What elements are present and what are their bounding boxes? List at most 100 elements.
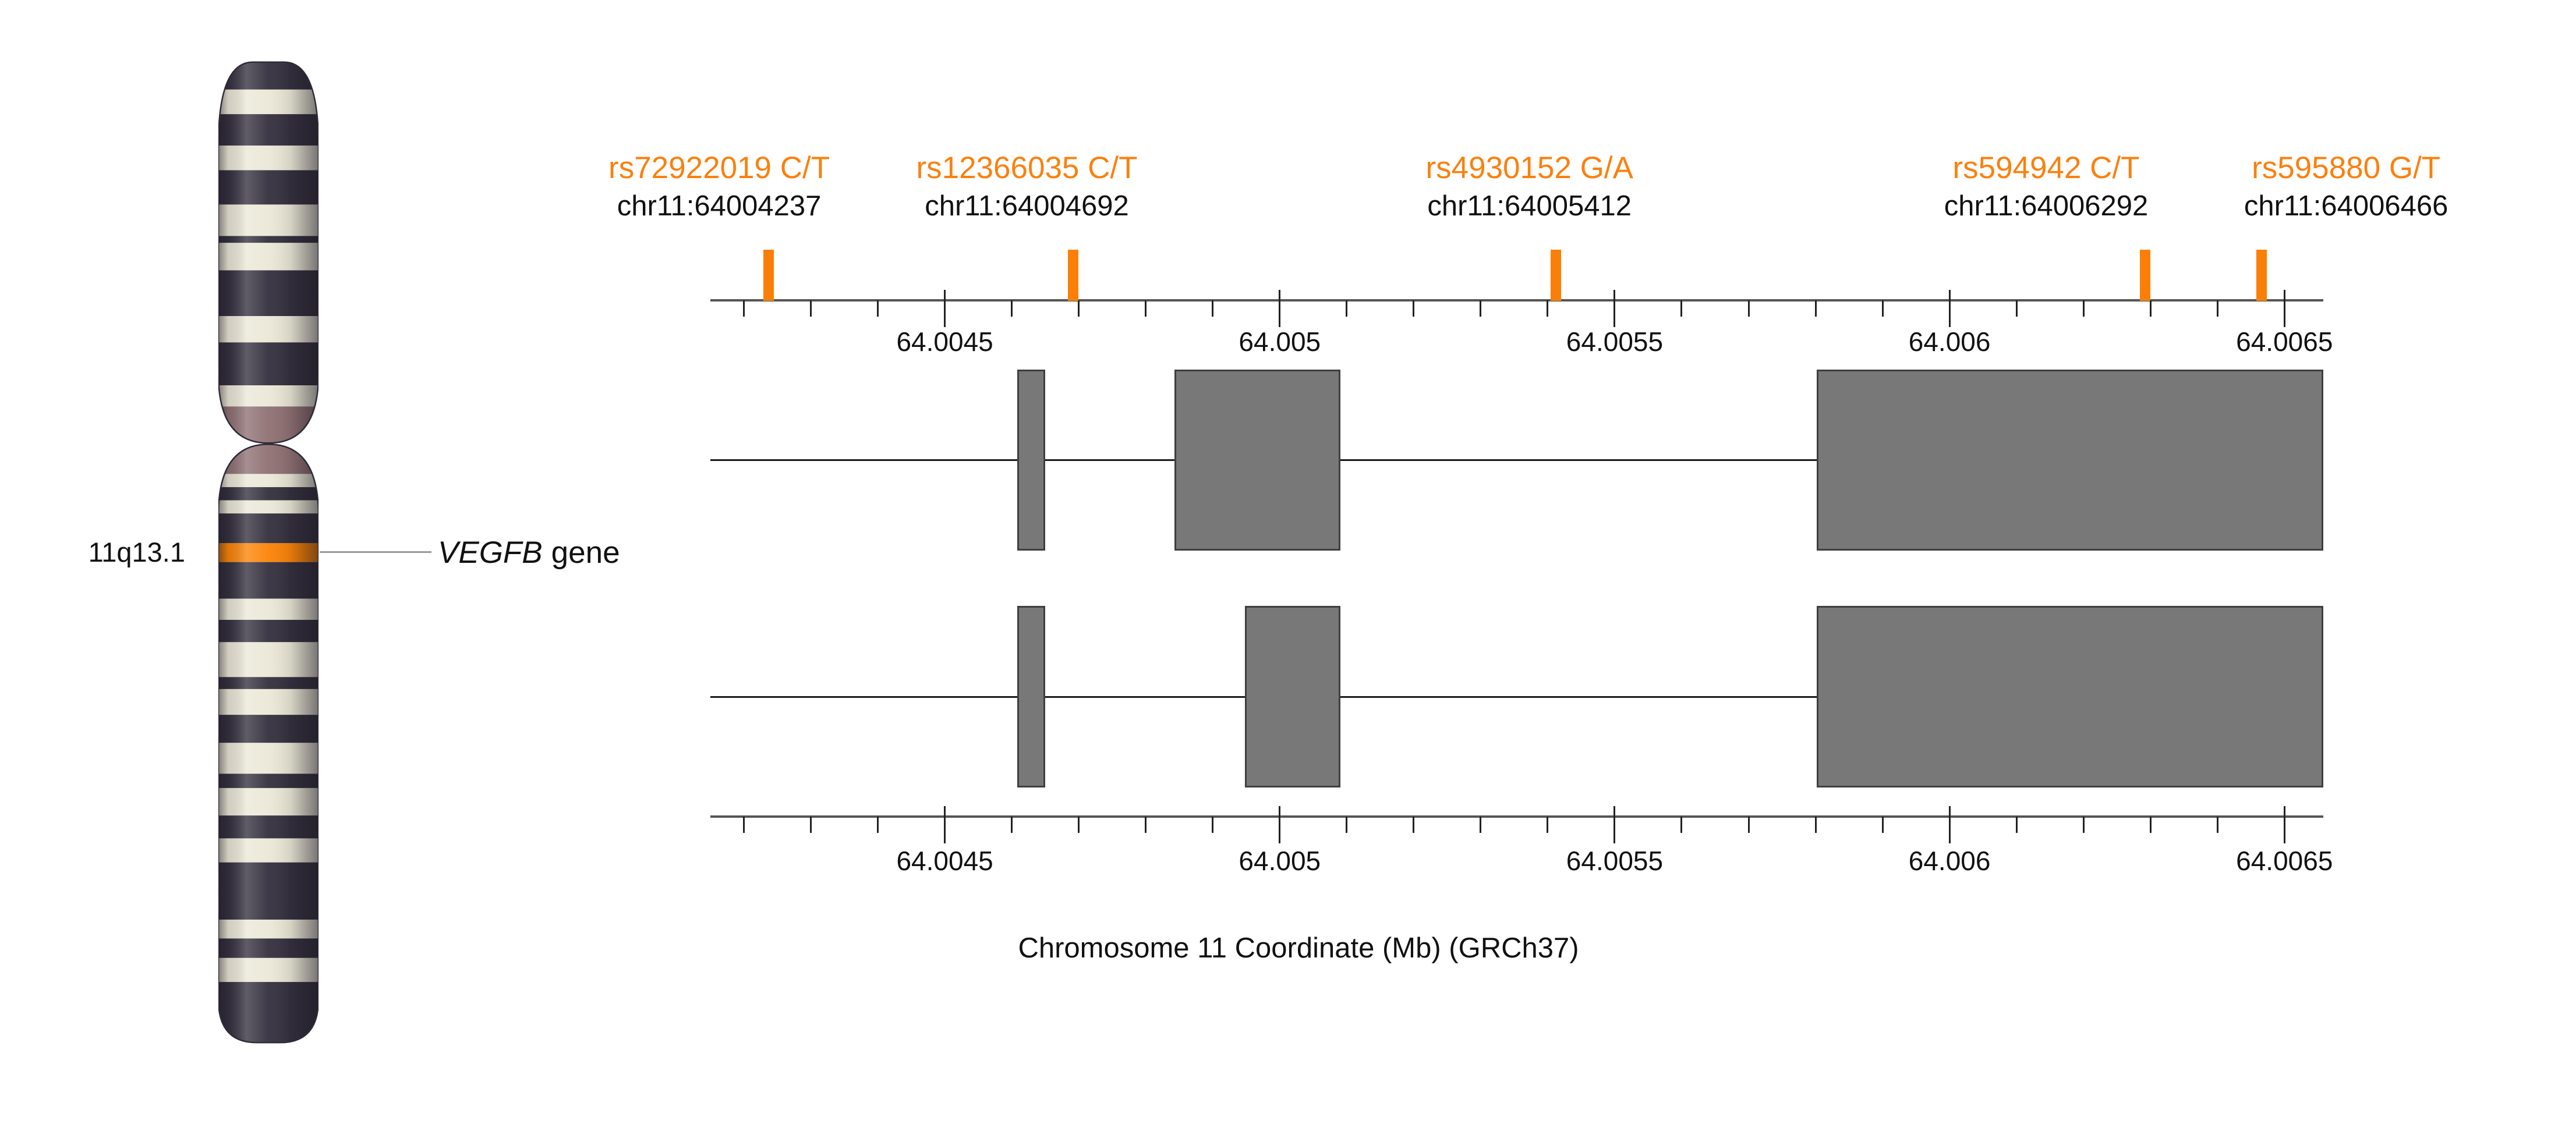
transcript-2-intron-line [710, 696, 2323, 698]
bottom-axis-minor-tick [1881, 817, 1884, 833]
bottom-axis-tick-label: 64.0055 [1566, 846, 1664, 876]
snp-marker-rs595880 [2256, 250, 2267, 301]
transcript-1-intron-line [710, 459, 2323, 461]
bottom-axis-minor-tick [1747, 817, 1750, 833]
gene-symbol: VEGFB [438, 535, 543, 570]
bottom-axis-major-tick [2283, 806, 2285, 843]
bottom-axis-tick-label: 64.005 [1239, 846, 1321, 876]
bottom-axis-minor-tick [1078, 817, 1080, 833]
bottom-axis-minor-tick [2015, 817, 2018, 833]
top-axis-minor-tick [1680, 300, 1683, 317]
band-connector-line [320, 551, 431, 553]
bottom-axis-tick-label: 64.0065 [2236, 846, 2333, 876]
top-axis-tick-label: 64.0055 [1566, 327, 1664, 357]
transcript-1-exon [1174, 370, 1341, 551]
bottom-axis-major-tick [944, 806, 946, 843]
top-axis-minor-tick [1078, 300, 1080, 317]
top-axis-minor-tick [743, 300, 745, 317]
p-arm-shading [218, 62, 319, 444]
transcript-2-exon [1817, 606, 2323, 787]
top-axis-tick-label: 64.006 [1908, 327, 1991, 357]
snp-rsid: rs12366035 C/T [916, 151, 1138, 185]
bottom-axis-minor-tick [2082, 817, 2085, 833]
snp-marker-rs594942 [2140, 250, 2150, 301]
top-axis-minor-tick [2149, 300, 2152, 317]
top-axis-minor-tick [2216, 300, 2218, 317]
q-arm-shading [218, 444, 319, 1043]
top-axis-minor-tick [1145, 300, 1147, 317]
x-axis-title: Chromosome 11 Coordinate (Mb) (GRCh37) [1018, 932, 1579, 964]
top-axis-minor-tick [1011, 300, 1013, 317]
snp-marker-rs4930152 [1550, 250, 1561, 301]
snp-position: chr11:64006466 [2244, 190, 2448, 222]
top-axis-major-tick [1279, 290, 1281, 327]
top-axis-major-tick [944, 290, 946, 327]
bottom-axis-minor-tick [877, 817, 879, 833]
transcript-2-exon [1244, 606, 1341, 787]
snp-position: chr11:64006292 [1944, 190, 2149, 222]
bottom-axis-line [710, 815, 2323, 818]
snp-position: chr11:64004692 [925, 190, 1129, 222]
snp-position: chr11:64005412 [1427, 190, 1632, 222]
top-axis-minor-tick [1346, 300, 1348, 317]
top-axis-minor-tick [2082, 300, 2085, 317]
bottom-axis-minor-tick [1145, 817, 1147, 833]
bottom-axis-major-tick [1613, 806, 1616, 843]
bottom-axis-minor-tick [1547, 817, 1549, 833]
bottom-axis-minor-tick [743, 817, 745, 833]
snp-marker-rs72922019 [763, 250, 774, 301]
gene-word: gene [551, 535, 620, 570]
snp-label-rs4930152: rs4930152 G/A chr11:64005412 [1425, 152, 1633, 221]
snp-label-rs12366035: rs12366035 C/T chr11:64004692 [916, 152, 1137, 221]
top-axis-line [710, 299, 2323, 301]
bottom-axis-major-tick [1279, 806, 1281, 843]
top-axis-minor-tick [1747, 300, 1750, 317]
snp-position: chr11:64004237 [617, 190, 822, 222]
top-axis-tick-label: 64.0065 [2236, 327, 2333, 357]
top-axis-minor-tick [877, 300, 879, 317]
top-axis-minor-tick [1814, 300, 1817, 317]
snp-label-rs594942: rs594942 C/T chr11:64006292 [1944, 152, 2149, 221]
snp-rsid: rs72922019 C/T [608, 151, 830, 185]
bottom-axis-minor-tick [2216, 817, 2218, 833]
snp-label-rs72922019: rs72922019 C/T chr11:64004237 [608, 152, 830, 221]
bottom-axis-tick-label: 64.006 [1908, 846, 1991, 876]
bottom-axis-minor-tick [1480, 817, 1482, 833]
transcript-1-exon [1817, 370, 2323, 551]
top-axis-major-tick [2283, 290, 2285, 327]
snp-label-rs595880: rs595880 G/T chr11:64006466 [2244, 152, 2448, 221]
transcript-1-exon [1017, 370, 1046, 551]
bottom-axis-minor-tick [1814, 817, 1817, 833]
bottom-axis-minor-tick [1011, 817, 1013, 833]
top-axis-minor-tick [810, 300, 812, 317]
cytoband-label: 11q13.1 [88, 537, 185, 567]
top-axis-minor-tick [1413, 300, 1415, 317]
bottom-axis-minor-tick [1212, 817, 1214, 833]
top-axis-minor-tick [2015, 300, 2018, 317]
top-axis-major-tick [1613, 290, 1616, 327]
q-arm-outline [218, 444, 319, 1044]
gene-label: VEGFB gene [438, 535, 620, 570]
bottom-axis-major-tick [1948, 806, 1951, 843]
p-arm-outline [218, 61, 319, 444]
top-axis-major-tick [1948, 290, 1951, 327]
snp-rsid: rs595880 G/T [2252, 151, 2441, 185]
bottom-axis-minor-tick [1346, 817, 1348, 833]
snp-marker-rs12366035 [1068, 250, 1079, 301]
top-axis-tick-label: 64.0045 [896, 327, 993, 357]
bottom-axis-minor-tick [2149, 817, 2152, 833]
bottom-axis-minor-tick [1413, 817, 1415, 833]
top-axis-minor-tick [1547, 300, 1549, 317]
snp-rsid: rs594942 C/T [1952, 151, 2140, 185]
chromosome-11-ideogram [218, 61, 319, 1044]
top-axis-minor-tick [1212, 300, 1214, 317]
bottom-axis-minor-tick [1680, 817, 1683, 833]
bottom-axis-minor-tick [810, 817, 812, 833]
transcript-2-exon [1017, 606, 1046, 787]
snp-rsid: rs4930152 G/A [1425, 151, 1633, 185]
top-axis-minor-tick [1881, 300, 1884, 317]
top-axis-minor-tick [1480, 300, 1482, 317]
top-axis-tick-label: 64.005 [1239, 327, 1321, 357]
